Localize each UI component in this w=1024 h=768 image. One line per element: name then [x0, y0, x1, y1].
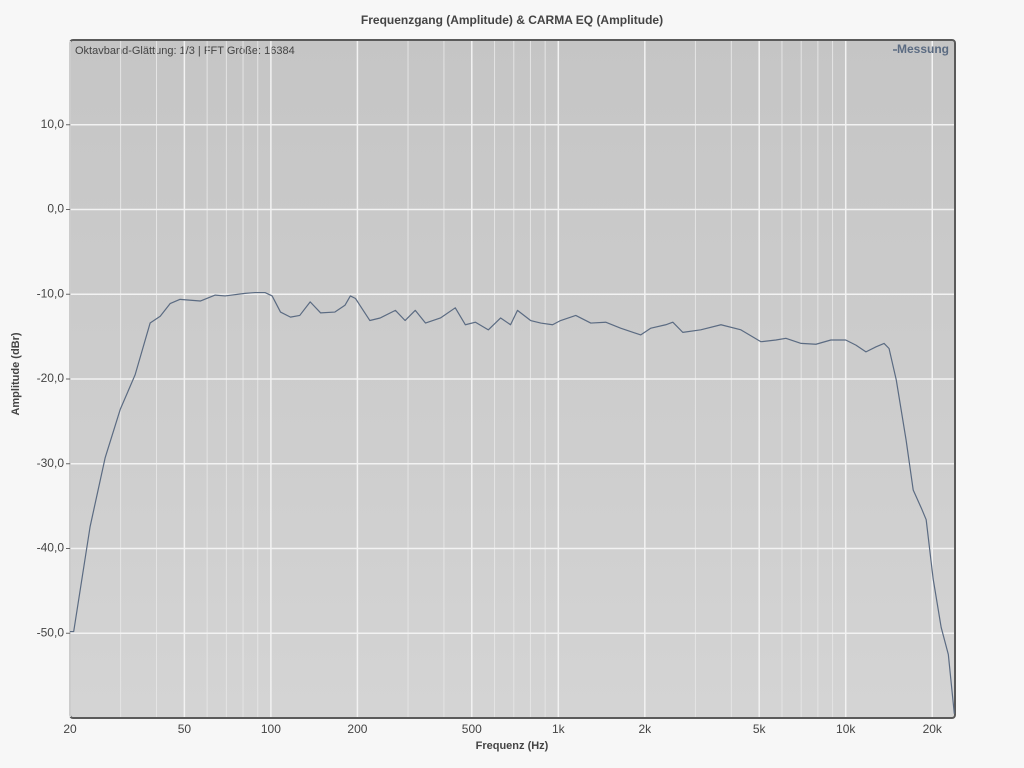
x-tick-label: 2k — [638, 722, 652, 736]
x-tick-label: 20k — [923, 722, 943, 736]
x-tick-label: 10k — [836, 722, 856, 736]
x-tick-label: 5k — [753, 722, 767, 736]
y-tick-label: -40,0 — [37, 541, 65, 555]
y-axis-title: Amplitude (dBr) — [10, 332, 22, 415]
x-tick-label: 100 — [261, 722, 281, 736]
y-tick-label: -50,0 — [37, 625, 65, 639]
y-tick-label: 10,0 — [41, 117, 65, 131]
line-series — [70, 291, 955, 714]
x-tick-label: 500 — [462, 722, 482, 736]
y-tick-label: -30,0 — [37, 456, 65, 470]
x-tick-label: 1k — [552, 722, 566, 736]
x-tick-label: 50 — [178, 722, 192, 736]
x-axis-title: Frequenz (Hz) — [476, 740, 549, 752]
chart-title: Frequenzgang (Amplitude) & CARMA EQ (Amp… — [361, 13, 663, 27]
x-tick-label: 20 — [63, 722, 77, 736]
legend-label: Messung — [897, 42, 949, 56]
y-tick-label: -20,0 — [37, 371, 65, 385]
x-tick-label: 200 — [347, 722, 367, 736]
y-tick-label: -10,0 — [37, 286, 65, 300]
y-tick-label: 0,0 — [47, 202, 64, 216]
